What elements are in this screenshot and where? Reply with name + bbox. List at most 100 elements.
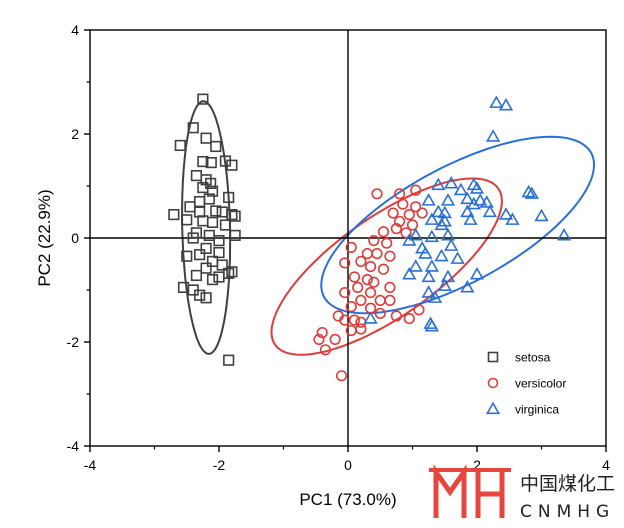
virginica-point (463, 212, 478, 225)
setosa-point (206, 185, 219, 197)
setosa-point (194, 289, 206, 301)
setosa-point (226, 159, 238, 171)
setosa-point (200, 292, 212, 304)
series-virginica (363, 95, 572, 332)
virginica-point (421, 193, 436, 206)
virginica-point (444, 176, 459, 189)
virginica-point (482, 204, 498, 218)
setosa-point (200, 132, 212, 144)
versicolor-point (394, 188, 406, 200)
versicolor-point (413, 304, 425, 316)
versicolor-point (384, 294, 396, 307)
legend: setosa versicolor virginica (485, 351, 566, 417)
versicolor-point (374, 294, 386, 307)
versicolor-point (332, 310, 344, 322)
ellipse-virginica (320, 135, 595, 315)
versicolor-point (345, 301, 357, 313)
setosa-point (210, 205, 222, 217)
y-tick-label: 2 (71, 126, 79, 142)
virginica-point (363, 311, 378, 324)
versicolor-point (364, 287, 377, 299)
legend-marker-virginica (485, 401, 501, 415)
versicolor-point (416, 207, 428, 219)
y-tick-label: -2 (67, 334, 80, 350)
versicolor-point (352, 281, 364, 294)
versicolor-point (364, 261, 377, 273)
virginica-point (408, 228, 423, 241)
versicolor-point (348, 314, 361, 326)
virginica-point (421, 269, 436, 283)
legend-label-setosa: setosa (515, 351, 551, 365)
versicolor-point (403, 313, 415, 325)
setosa-point (216, 259, 228, 271)
versicolor-point (377, 226, 390, 238)
versicolor-point (313, 333, 325, 346)
versicolor-point (329, 333, 341, 346)
virginica-point (469, 181, 485, 194)
virginica-point (423, 316, 438, 329)
x-axis-title: PC1 (73.0%) (299, 490, 396, 509)
virginica-point (427, 290, 443, 303)
series-setosa (168, 93, 241, 366)
versicolor-point (361, 274, 373, 286)
virginica-point (460, 204, 475, 218)
x-tick-label: 0 (344, 457, 352, 473)
virginica-point (444, 238, 459, 251)
virginica-point (402, 233, 417, 246)
versicolor-point (319, 344, 332, 356)
legend-item-setosa: setosa (487, 351, 551, 365)
legend-marker-setosa (487, 351, 499, 363)
zero-lines (90, 30, 606, 446)
versicolor-point (394, 215, 406, 227)
versicolor-point (390, 310, 402, 322)
versicolor-point (374, 307, 386, 320)
virginica-point (505, 212, 520, 225)
axis-tick-labels: -4 -2 0 2 4 -4 -2 0 2 4 (67, 22, 611, 473)
setosa-point (213, 235, 225, 247)
setosa-point (197, 93, 209, 105)
setosa-point (203, 229, 215, 242)
virginica-point (440, 269, 456, 283)
setosa-point (226, 209, 238, 221)
ellipse-setosa (181, 100, 232, 355)
versicolor-point (355, 294, 367, 307)
virginica-point (450, 251, 465, 264)
setosa-point (181, 214, 193, 226)
watermark-en-text: CNMHG (520, 502, 615, 522)
versicolor-point (339, 287, 351, 299)
virginica-point (524, 186, 539, 199)
versicolor-point (400, 227, 412, 239)
versicolor-point (316, 327, 328, 339)
setosa-point (194, 196, 206, 208)
virginica-point (479, 195, 494, 208)
versicolor-point (339, 257, 351, 269)
setosa-point (205, 157, 217, 169)
setosa-point (206, 273, 219, 286)
virginica-point (418, 246, 433, 259)
versicolor-point (355, 255, 367, 268)
versicolor-point (381, 237, 393, 249)
legend-label-virginica: virginica (515, 403, 559, 417)
versicolor-point (368, 276, 380, 288)
virginica-point (485, 129, 501, 142)
setosa-point (219, 219, 232, 231)
legend-label-versicolor: versicolor (515, 377, 566, 391)
ellipse-versicolor (270, 177, 503, 356)
watermark: 中国煤化工 CNMHG (429, 464, 615, 522)
versicolor-point (403, 209, 415, 221)
data-points (168, 93, 572, 382)
setosa-point (229, 229, 241, 242)
virginica-point (437, 278, 452, 291)
legend-item-virginica: virginica (485, 401, 559, 417)
setosa-point (200, 242, 212, 255)
virginica-point (498, 98, 514, 111)
virginica-point (437, 205, 452, 219)
setosa-point (203, 193, 215, 205)
virginica-point (498, 207, 514, 220)
setosa-point (226, 266, 238, 278)
watermark-cn-text: 中国煤化工 (520, 473, 615, 495)
versicolor-point (345, 324, 357, 337)
virginica-point (521, 184, 536, 198)
versicolor-point (371, 248, 383, 260)
versicolor-point (377, 263, 390, 275)
